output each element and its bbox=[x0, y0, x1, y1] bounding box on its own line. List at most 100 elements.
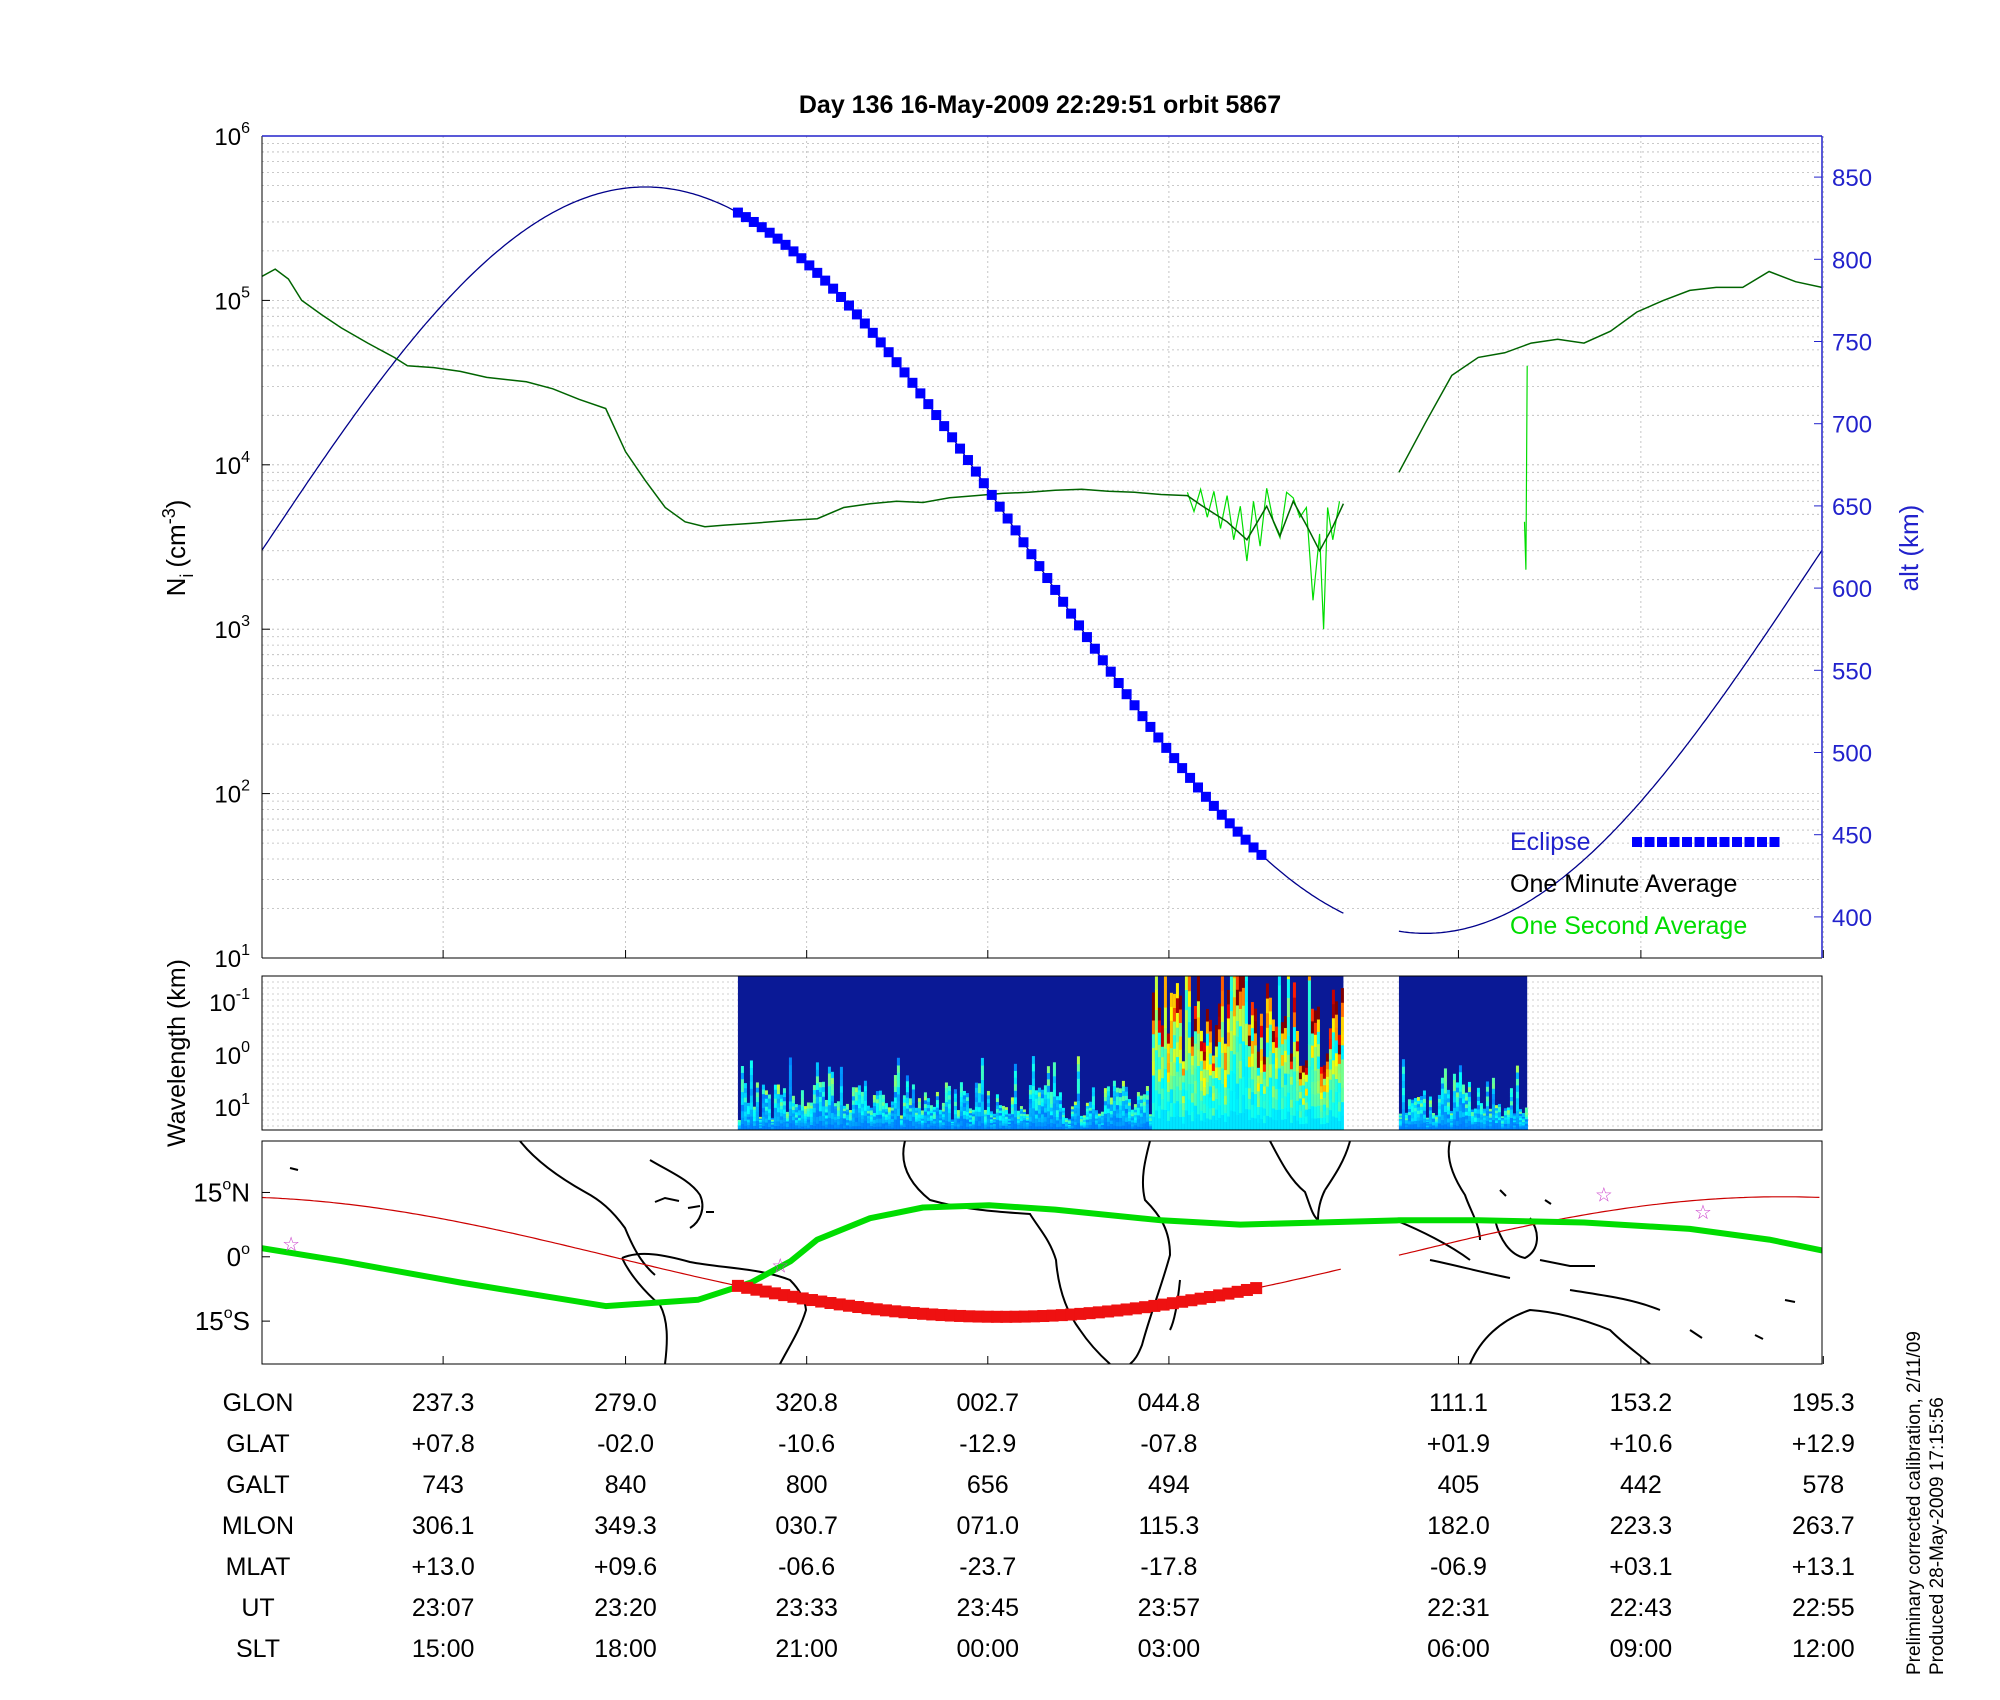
spectrogram-cell bbox=[1163, 1048, 1167, 1070]
spectrogram-cell bbox=[1040, 1089, 1044, 1095]
spectrogram-cell bbox=[1010, 1123, 1014, 1128]
spectrogram-cell bbox=[1422, 1098, 1426, 1103]
spectrogram-cell bbox=[1100, 1111, 1104, 1115]
spectrogram-cell bbox=[1431, 1116, 1435, 1119]
spectrogram-cell bbox=[752, 1116, 756, 1119]
spectrogram-cell bbox=[1220, 1114, 1224, 1130]
spectrogram-cell bbox=[1100, 1113, 1104, 1116]
spectrogram-cell bbox=[1043, 1121, 1047, 1127]
spectrogram-cell bbox=[1446, 1109, 1450, 1115]
spectrogram-cell bbox=[851, 1125, 855, 1130]
spectrogram-cell bbox=[1482, 1108, 1486, 1112]
spectrogram-cell bbox=[1518, 1115, 1522, 1118]
spectrogram-cell bbox=[998, 1105, 1002, 1109]
spectrogram-cell bbox=[1064, 1119, 1068, 1121]
spectrogram-cell bbox=[938, 1115, 942, 1119]
spectrogram-cell bbox=[1193, 1080, 1197, 1094]
spectrogram-cell bbox=[896, 1086, 900, 1095]
spectrogram-cell bbox=[929, 1107, 933, 1111]
spectrogram-cell bbox=[797, 1122, 801, 1126]
spectrogram-cell bbox=[1223, 1052, 1227, 1062]
spectrogram-cell bbox=[1416, 1126, 1420, 1130]
spectrogram-cell bbox=[1157, 1093, 1161, 1107]
spectrogram-cell bbox=[788, 1079, 792, 1087]
spectrogram-cell bbox=[983, 1121, 987, 1125]
spectrogram-cell bbox=[1262, 1063, 1266, 1072]
spectrogram-cell bbox=[779, 1126, 783, 1130]
legend: Eclipse One Minute Average One Second Av… bbox=[1510, 828, 1780, 940]
spectrogram-cell bbox=[845, 1127, 849, 1130]
spectrogram-cell bbox=[1428, 1123, 1432, 1128]
eclipse-track-marker bbox=[1000, 1310, 1013, 1323]
spectrogram-cell bbox=[1121, 1115, 1125, 1121]
spectrogram-cell bbox=[1118, 1121, 1122, 1127]
spectrogram-cell bbox=[968, 1112, 972, 1116]
spectrogram-cell bbox=[935, 1091, 939, 1097]
spectrogram-cell bbox=[968, 1119, 972, 1122]
spectrogram-cell bbox=[953, 1125, 957, 1130]
spectrogram-cell bbox=[1085, 1121, 1089, 1126]
spectrogram-cell bbox=[1265, 998, 1269, 1014]
spectrogram-cell bbox=[860, 1118, 864, 1123]
spectrogram-cell bbox=[1461, 1111, 1465, 1117]
spectrogram-cell bbox=[749, 1116, 753, 1124]
spectrogram-cell bbox=[764, 1090, 768, 1095]
spectrogram-cell bbox=[1049, 1126, 1053, 1130]
spectrogram-cell bbox=[815, 1116, 819, 1124]
spectrogram-cell bbox=[863, 1110, 867, 1116]
spectrogram-cell bbox=[815, 1062, 819, 1070]
spectrogram-cell bbox=[1007, 1125, 1011, 1128]
spectrogram-cell bbox=[1449, 1128, 1453, 1130]
spectrogram-cell bbox=[962, 1122, 966, 1127]
spectrogram-cell bbox=[1404, 1123, 1408, 1126]
spectrogram-cell bbox=[1106, 1125, 1110, 1130]
spectrogram-cell bbox=[764, 1114, 768, 1119]
spectrogram-cell bbox=[1307, 1022, 1311, 1045]
spectrogram-cell bbox=[1289, 1084, 1293, 1093]
spectrogram-cell bbox=[1007, 1123, 1011, 1126]
spectrogram-cell bbox=[1049, 1107, 1053, 1112]
spectrogram-cell bbox=[1440, 1109, 1444, 1115]
spectrogram-cell bbox=[1100, 1124, 1104, 1127]
eclipse-track-marker bbox=[750, 1283, 763, 1296]
spectrogram-cell bbox=[860, 1126, 864, 1130]
spectrogram-cell bbox=[803, 1115, 807, 1119]
spectrogram-cell bbox=[1112, 1120, 1116, 1126]
spectrogram-cell bbox=[1232, 996, 1236, 1017]
spectrogram-cell bbox=[875, 1110, 879, 1115]
spectrogram-cell bbox=[755, 1120, 759, 1126]
spectrogram-cell bbox=[1184, 1089, 1188, 1111]
spectrogram-cell bbox=[1076, 1071, 1080, 1079]
spectrogram-cell bbox=[1082, 1116, 1086, 1119]
spectrogram-cell bbox=[1292, 1100, 1296, 1116]
spectrogram-cell bbox=[1304, 1060, 1308, 1068]
spectrogram-cell bbox=[1076, 1078, 1080, 1087]
spectrogram-cell bbox=[1130, 1117, 1134, 1121]
spectrogram-cell bbox=[1196, 1081, 1200, 1099]
spectrogram-cell bbox=[1142, 1097, 1146, 1102]
spectrogram-cell bbox=[1199, 1070, 1203, 1081]
spectrogram-cell bbox=[995, 1112, 999, 1117]
spectrogram-cell bbox=[794, 1119, 798, 1123]
spectrogram-cell bbox=[950, 1121, 954, 1124]
spectrogram-cell bbox=[1235, 1051, 1239, 1068]
spectrogram-cell bbox=[902, 1126, 906, 1130]
spectrogram-cell bbox=[1235, 1067, 1239, 1084]
spectrogram-cell bbox=[1437, 1122, 1441, 1127]
spectrogram-cell bbox=[1283, 1061, 1287, 1074]
spectrogram-cell bbox=[977, 1097, 981, 1103]
eclipse-track-marker bbox=[815, 1295, 828, 1308]
spectrogram-cell bbox=[911, 1116, 915, 1122]
spectrogram-cell bbox=[899, 1118, 903, 1121]
spectrogram-cell bbox=[1479, 1116, 1483, 1120]
spectrogram-cell bbox=[1431, 1118, 1435, 1121]
spectrogram-cell bbox=[788, 1115, 792, 1124]
spectrogram-cell bbox=[1334, 1052, 1338, 1067]
spectrogram-cell bbox=[812, 1116, 816, 1122]
spectrogram-cell bbox=[1259, 1013, 1263, 1026]
spectrogram-cell bbox=[863, 1125, 867, 1130]
spectrogram-cell bbox=[881, 1105, 885, 1110]
spectrogram-cell bbox=[1106, 1108, 1110, 1114]
spectrogram-cell bbox=[944, 1087, 948, 1093]
spectrogram-cell bbox=[932, 1118, 936, 1122]
